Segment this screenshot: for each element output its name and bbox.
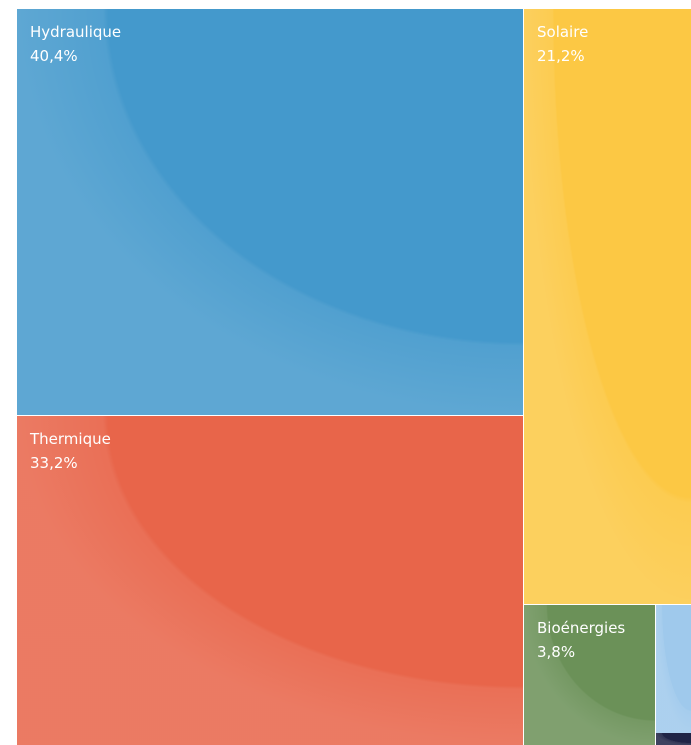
tile-value-bioenergies: 3,8%: [537, 643, 575, 661]
tile-name-hydraulique: Hydraulique: [30, 23, 121, 41]
tile-sheen-thermique: [17, 416, 523, 745]
tile-sheen-solaire: [524, 9, 691, 604]
tile-sheen-segment-6: [656, 733, 691, 745]
tile-name-thermique: Thermique: [29, 430, 111, 448]
tile-sheen-segment-5: [656, 605, 691, 733]
tile-name-bioenergies: Bioénergies: [537, 619, 625, 637]
tile-name-solaire: Solaire: [537, 23, 588, 41]
tile-value-hydraulique: 40,4%: [30, 47, 78, 65]
tile-value-thermique: 33,2%: [30, 454, 78, 472]
tile-value-solaire: 21,2%: [537, 47, 585, 65]
tile-sheen-hydraulique: [17, 9, 523, 415]
tile-sheen-bioenergies: [524, 605, 655, 745]
